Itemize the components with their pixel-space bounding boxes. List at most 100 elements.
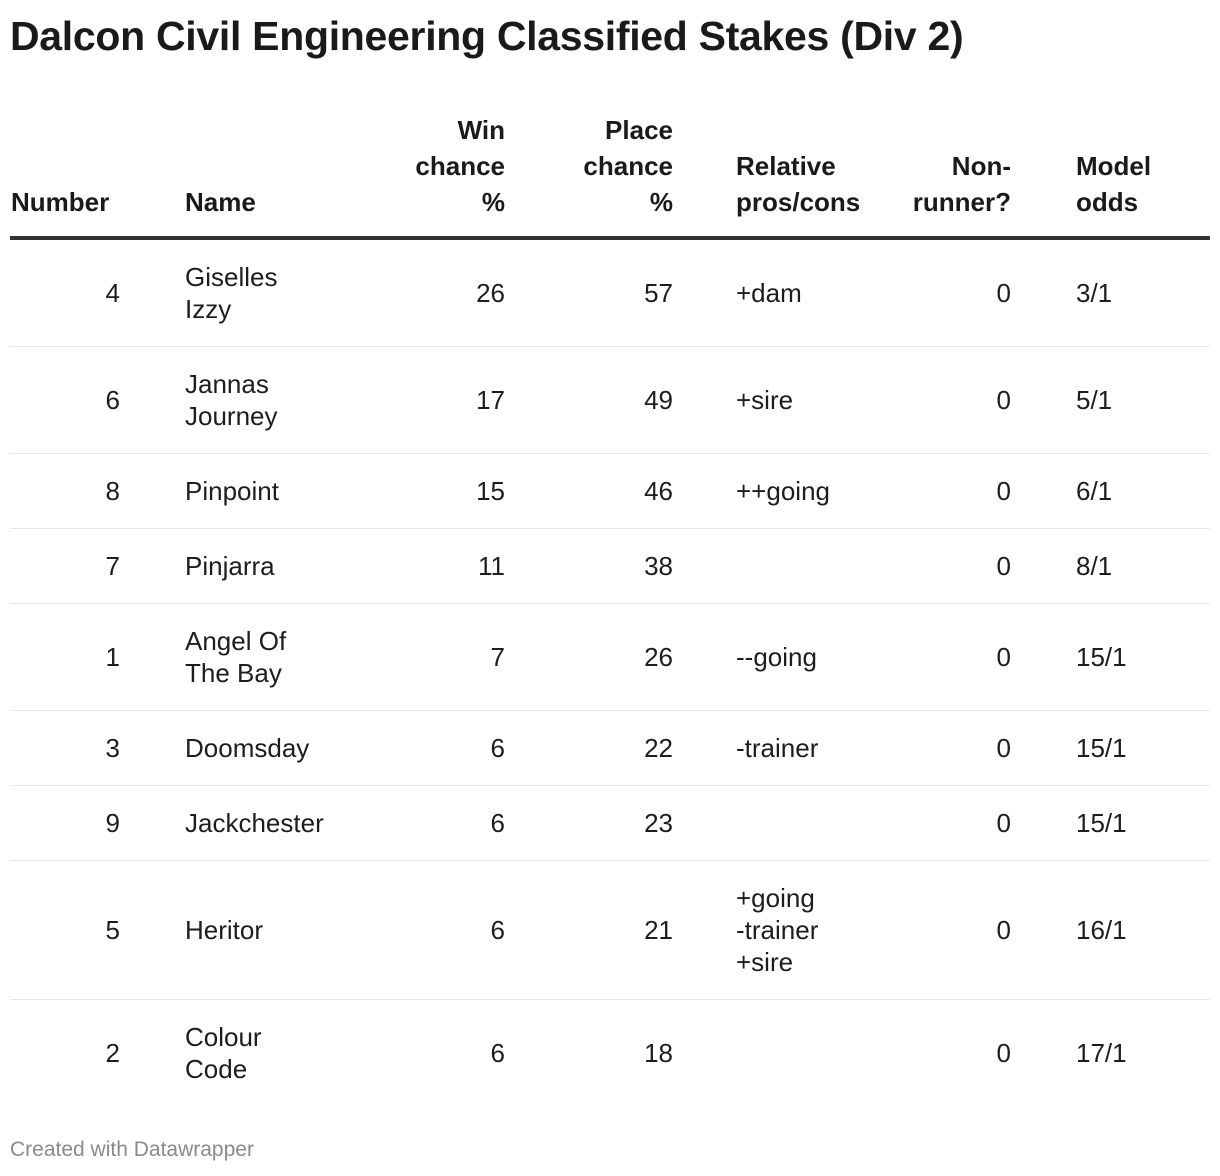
cell-win: 6	[350, 860, 505, 1000]
footer-credit: Created with Datawrapper	[10, 1138, 254, 1161]
column-header-line: chance	[583, 151, 673, 181]
cell-place: 49	[505, 346, 673, 454]
cell-nonrunner: 0	[873, 238, 1020, 347]
table-row: 8 Pinpoint 15 46 ++going 0 6/1	[10, 453, 1210, 529]
cell-number: 3	[10, 710, 175, 786]
cell-name: Colour Code	[175, 1000, 350, 1107]
cell-number: 5	[10, 860, 175, 1000]
cell-win: 6	[490, 1038, 505, 1068]
column-header-line: runner?	[912, 187, 1011, 217]
cell-line: +going	[736, 883, 815, 913]
column-header-line: Relative	[736, 151, 836, 181]
column-header-line: pros/cons	[736, 187, 861, 217]
table-header: Number Name Win chance% Place chance% Relative…	[10, 112, 1210, 240]
chart-title: Dalcon Civil Engineering Classified Stak…	[10, 13, 964, 59]
table-body: 4 Giselles Izzy 26 57 +dam 0 3/1 6 Jannas Journey 1…	[10, 238, 1210, 1106]
table-row: 7 Pinjarra 11 38 0 8/1	[10, 528, 1210, 604]
column-header-line: chance	[415, 151, 505, 181]
cell-win: 26	[350, 238, 505, 347]
cell-place: 21	[505, 860, 673, 1000]
cell-name: Heritor	[175, 860, 350, 1000]
table-row: 6 Jannas Journey 17 49 +sire 0 5/1	[10, 346, 1210, 454]
table-row: 3 Doomsday 6 22 -trainer 0 15/1	[10, 710, 1210, 786]
cell-line: Angel Of	[185, 626, 287, 656]
cell-line: The Bay	[185, 658, 282, 688]
table-row: 4 Giselles Izzy 26 57 +dam 0 3/1	[10, 238, 1210, 347]
cell-line: Izzy	[185, 294, 232, 324]
cell-number: 9	[10, 785, 175, 861]
cell-line: -trainer	[736, 915, 819, 945]
table-row: 1 Angel Of The Bay 7 26 --going 0 15/1	[10, 603, 1210, 711]
cell-pros	[673, 1000, 873, 1107]
cell-line: Heritor	[185, 915, 264, 945]
cell-odds: 6/1	[1020, 453, 1210, 529]
column-header-name: Name	[175, 112, 350, 240]
cell-number: 1	[10, 603, 175, 711]
cell-nonrunner: 0	[873, 785, 1020, 861]
cell-nonrunner: 0	[873, 710, 1020, 786]
cell-odds: 5/1	[1020, 346, 1210, 454]
cell-pros	[673, 785, 873, 861]
cell-win: 15	[350, 453, 505, 529]
cell-place: 23	[505, 785, 673, 861]
column-header-number: Number	[10, 112, 175, 240]
cell-pros: +dam	[673, 238, 873, 347]
cell-place: 18	[644, 1038, 673, 1068]
column-header-line: %	[481, 187, 505, 217]
cell-nonrunner: 0	[873, 860, 1020, 1000]
cell-name: Jannas Journey	[175, 346, 350, 454]
cell-nonrunner: 0	[873, 603, 1020, 711]
cell-number: 7	[10, 528, 175, 604]
cell-number: 4	[10, 238, 175, 347]
cell-pros	[673, 528, 873, 604]
cell-line: Journey	[185, 401, 278, 431]
column-header-pros: Relative pros/cons	[673, 112, 873, 240]
table-row: 5 Heritor 6 21 +going -trainer +sire 0 16/1	[10, 860, 1210, 1000]
cell-name: Angel Of The Bay	[175, 603, 350, 711]
cell-line: Jannas	[185, 369, 269, 399]
cell-number: 8	[10, 453, 175, 529]
cell-place: 57	[505, 238, 673, 347]
cell-line: -trainer	[736, 733, 819, 763]
cell-line: Colour	[185, 1022, 262, 1052]
cell-name: Giselles Izzy	[175, 238, 350, 347]
cell-nonrunner: 0	[873, 346, 1020, 454]
cell-name: Pinpoint	[175, 453, 350, 529]
cell-line: --going	[736, 642, 817, 672]
cell-pros: -trainer	[673, 710, 873, 786]
cell-nonrunner: 0	[873, 528, 1020, 604]
cell-pros: ++going	[673, 453, 873, 529]
column-header-line: Win	[457, 115, 505, 145]
cell-line: Jackchester	[185, 808, 324, 838]
cell-place: 46	[505, 453, 673, 529]
cell-number: 6	[10, 346, 175, 454]
cell-place: 26	[505, 603, 673, 711]
table-row: 9 Jackchester 6 23 0 15/1	[10, 785, 1210, 861]
cell-name: Doomsday	[175, 710, 350, 786]
table-row: 2 Colour Code 6 18 0 17/1	[10, 1000, 1210, 1107]
cell-pros: +going -trainer +sire	[673, 860, 873, 1000]
cell-odds: 15/1	[1020, 710, 1210, 786]
column-header-line: Name	[185, 187, 256, 217]
cell-pros: +sire	[673, 346, 873, 454]
cell-odds: 17/1	[1076, 1038, 1127, 1068]
cell-name: Jackchester	[175, 785, 350, 861]
cell-odds: 15/1	[1020, 603, 1210, 711]
column-header-line: odds	[1076, 187, 1139, 217]
cell-win: 6	[350, 785, 505, 861]
cell-nonrunner: 0	[996, 1038, 1011, 1068]
cell-place: 22	[505, 710, 673, 786]
cell-odds: 3/1	[1020, 238, 1210, 347]
cell-line: Code	[185, 1054, 248, 1084]
column-header-line: Number	[11, 187, 110, 217]
column-header-line: Model	[1076, 151, 1152, 181]
cell-number: 2	[105, 1038, 120, 1068]
cell-odds: 16/1	[1020, 860, 1210, 1000]
cell-line: Giselles	[185, 262, 278, 292]
cell-line: +dam	[736, 278, 802, 308]
column-header-nonrunner: Non-runner?	[873, 112, 1020, 240]
header-row: Number Name Win chance% Place chance% Relative…	[10, 112, 1210, 240]
cell-pros: --going	[673, 603, 873, 711]
column-header-odds: Model odds	[1020, 112, 1210, 240]
cell-line: Doomsday	[185, 733, 310, 763]
